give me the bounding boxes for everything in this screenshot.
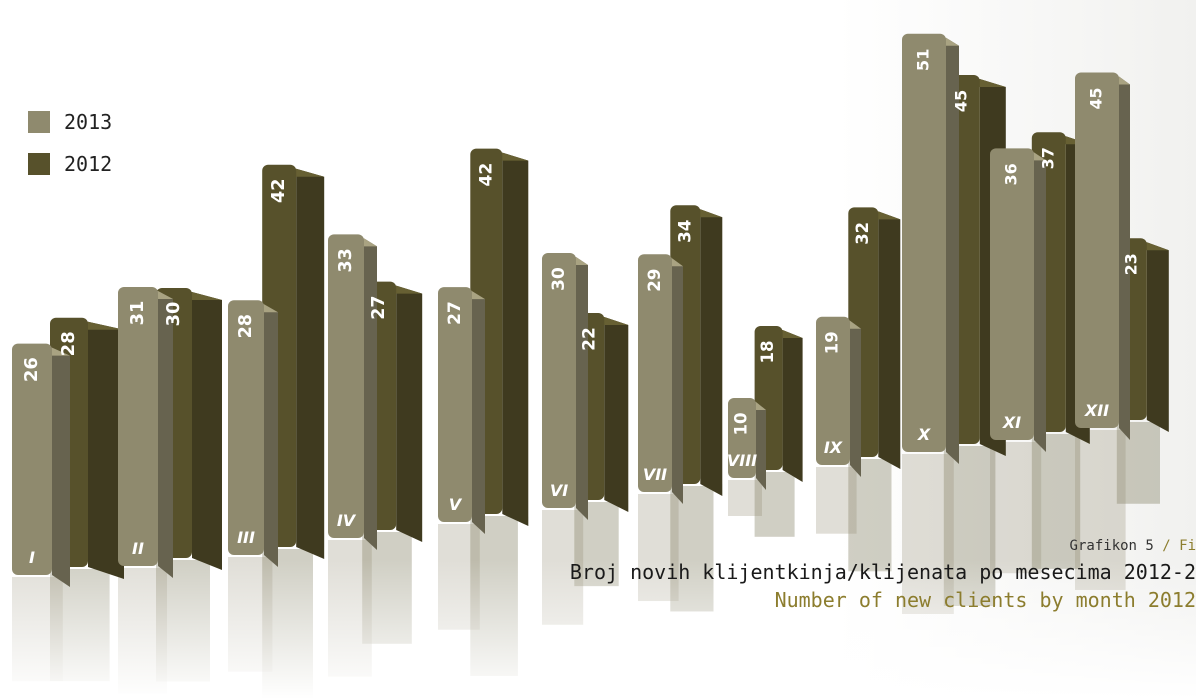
bar-2012-XII-reflection bbox=[1116, 422, 1160, 504]
value-2012-VII: 34 bbox=[674, 220, 694, 243]
bar-2013-IX-reflection bbox=[816, 467, 857, 534]
bar-2012-VI-side bbox=[604, 317, 629, 512]
chart-title: Broj novih klijentkinja/klijenata po mes… bbox=[569, 560, 1196, 584]
value-2012-VIII: 18 bbox=[758, 340, 777, 363]
value-2013-VIII: 10 bbox=[732, 412, 751, 435]
bar-2013-VIII-reflection bbox=[728, 480, 762, 516]
bar-2012-VII-side bbox=[700, 209, 723, 496]
value-2013-VII: 29 bbox=[644, 269, 664, 292]
bar-2013-IX-side bbox=[850, 320, 861, 477]
bar-2012-V-side bbox=[502, 152, 529, 526]
category-label-XII: XII bbox=[1084, 401, 1109, 420]
value-2012-II: 30 bbox=[163, 302, 184, 327]
bar-2012-IX-reflection bbox=[848, 459, 892, 572]
category-label-VIII: VIII bbox=[727, 451, 757, 470]
bar-2013-II-side bbox=[158, 291, 173, 578]
value-2012-X: 45 bbox=[951, 90, 970, 113]
value-2013-XI: 36 bbox=[1002, 163, 1021, 185]
value-2013-III: 28 bbox=[236, 314, 256, 338]
category-label-XI: XI bbox=[1002, 413, 1021, 432]
bar-2013-V bbox=[438, 287, 472, 522]
legend-swatch-2012 bbox=[28, 153, 50, 175]
category-label-III: III bbox=[237, 528, 255, 547]
bar-2013-XII bbox=[1075, 72, 1119, 428]
bar-2013-XII-side bbox=[1119, 76, 1130, 440]
bar-2013-V-side bbox=[472, 291, 485, 534]
bar-2013-IV-side bbox=[364, 238, 377, 550]
bar-2012-IX-side bbox=[878, 211, 901, 469]
value-2013-II: 31 bbox=[127, 301, 148, 326]
category-label-X: X bbox=[917, 425, 931, 444]
bar-2012-II-side bbox=[192, 292, 222, 570]
bar-2013-VIII-side bbox=[756, 402, 766, 490]
bar-2013-XI bbox=[990, 148, 1034, 440]
bar-2013-VI-side bbox=[576, 257, 588, 520]
bar-2013-III-side bbox=[264, 304, 278, 567]
bar-2013-VII-side bbox=[672, 258, 683, 504]
bar-2013-IV bbox=[328, 234, 364, 538]
bar-2012-III-side bbox=[296, 168, 325, 560]
bar-2013-VII bbox=[638, 254, 672, 492]
bar-2013-X-side bbox=[946, 37, 959, 465]
legend-item-2013: 2013 bbox=[28, 108, 112, 136]
bar-2013-IX bbox=[816, 316, 850, 465]
legend-label-2012: 2012 bbox=[64, 152, 113, 176]
bar-2013-X bbox=[902, 33, 946, 453]
value-2013-XII: 45 bbox=[1087, 88, 1106, 110]
legend: 2013 2012 bbox=[28, 108, 112, 192]
bar-2013-I-side bbox=[52, 347, 70, 587]
value-2012-XII: 23 bbox=[1121, 253, 1140, 275]
chart-caption: Grafikon 5 / Fi Broj novih klijentkinja/… bbox=[570, 538, 1196, 612]
value-2012-I: 28 bbox=[58, 331, 79, 356]
bar-2012-XII-side bbox=[1146, 242, 1169, 432]
value-2013-VI: 30 bbox=[549, 267, 569, 291]
value-2012-VI: 22 bbox=[579, 327, 599, 351]
bar-2013-III bbox=[228, 300, 264, 555]
category-label-II: II bbox=[132, 539, 144, 558]
chart-subtitle: Number of new clients by month 2012 bbox=[774, 588, 1196, 612]
figure-number-sep: / Fi bbox=[1162, 538, 1196, 554]
bar-2012-XI-reflection bbox=[1031, 434, 1081, 569]
value-2012-IX: 32 bbox=[853, 222, 872, 245]
category-label-I: I bbox=[29, 548, 35, 567]
category-label-V: V bbox=[449, 495, 463, 514]
bar-2012-VIII-side bbox=[782, 330, 803, 482]
legend-item-2012: 2012 bbox=[28, 150, 112, 178]
category-label-IX: IX bbox=[824, 438, 843, 457]
value-2013-I: 26 bbox=[21, 357, 42, 382]
labels-layer: 26 28 I 31 30 II 28 42 III 33 27 IV 27 42 V 30 22 VI 29 34 V… bbox=[21, 49, 1140, 567]
value-2012-V: 42 bbox=[476, 163, 496, 187]
reflection-fade bbox=[0, 560, 1196, 699]
value-2013-IV: 33 bbox=[336, 248, 356, 272]
legend-swatch-2013 bbox=[28, 111, 50, 133]
category-label-VII: VII bbox=[643, 465, 667, 484]
bar-2013-XI-side bbox=[1034, 152, 1046, 452]
value-2012-IV: 27 bbox=[369, 295, 389, 319]
value-2012-XI: 37 bbox=[1038, 147, 1057, 169]
bar-2012-IV-side bbox=[396, 285, 423, 542]
category-label-VI: VI bbox=[550, 481, 568, 500]
value-2012-III: 42 bbox=[269, 179, 289, 203]
legend-label-2013: 2013 bbox=[64, 110, 113, 134]
bar-2013-II bbox=[118, 287, 158, 566]
figure-number: Grafikon 5 bbox=[1069, 538, 1154, 554]
value-2013-IX: 19 bbox=[823, 331, 842, 354]
figure-label: Grafikon 5 / Fi bbox=[570, 538, 1196, 554]
bar-2013-I bbox=[12, 343, 52, 575]
bar-2012-I-side bbox=[88, 321, 124, 579]
bars-layer bbox=[12, 33, 1169, 587]
category-label-IV: IV bbox=[337, 511, 357, 530]
value-2013-X: 51 bbox=[914, 49, 933, 72]
value-2013-V: 27 bbox=[445, 301, 465, 325]
bar-2013-VIII bbox=[728, 398, 756, 478]
bar-2013-XI-reflection bbox=[990, 442, 1042, 574]
bar-2013-VI bbox=[542, 253, 576, 508]
